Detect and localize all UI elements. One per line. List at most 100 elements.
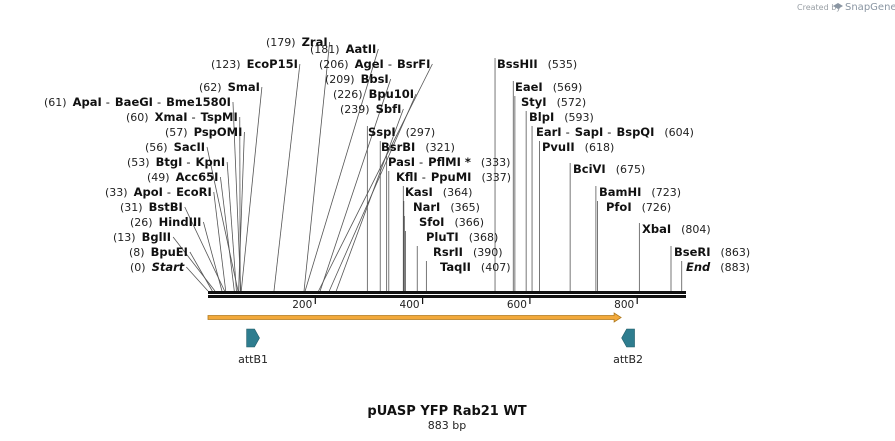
site-sspi[interactable]: SspI (297) <box>368 125 435 139</box>
enzyme-name[interactable]: Bme1580I <box>166 95 231 109</box>
site-kasi[interactable]: KasI (364) <box>405 185 472 199</box>
forward-arrow-icon[interactable] <box>246 328 260 348</box>
site-bseri[interactable]: BseRI (863) <box>674 245 750 259</box>
site-hindiii[interactable]: (26) HindIII <box>130 215 201 229</box>
enzyme-name[interactable]: SfoI <box>419 215 444 229</box>
site-btgi[interactable]: (53) BtgI - KpnI <box>127 155 225 169</box>
site-bbsi[interactable]: (209) BbsI <box>325 72 389 86</box>
enzyme-name[interactable]: AatII <box>346 42 377 56</box>
enzyme-name[interactable]: BsrBI <box>381 140 415 154</box>
site-apai[interactable]: (61) ApaI - BaeGI - Bme1580I <box>44 95 231 109</box>
enzyme-name[interactable]: BglII <box>142 230 172 244</box>
site-aatii[interactable]: (181) AatII <box>310 42 376 56</box>
enzyme-name[interactable]: PluTI <box>426 230 459 244</box>
enzyme-name[interactable]: BseRI <box>674 245 711 259</box>
enzyme-name[interactable]: PflMI * <box>428 155 471 169</box>
enzyme-name[interactable]: StyI <box>521 95 547 109</box>
enzyme-name[interactable]: KasI <box>405 185 433 199</box>
site-xbai[interactable]: XbaI (804) <box>642 222 711 236</box>
site-bsshii[interactable]: BssHII (535) <box>497 57 577 71</box>
enzyme-name[interactable]: BstBI <box>149 200 183 214</box>
site-nari[interactable]: NarI (365) <box>413 200 480 214</box>
enzyme-name[interactable]: BciVI <box>573 162 606 176</box>
enzyme-name[interactable]: Start <box>152 260 185 274</box>
site-sfoi[interactable]: SfoI (366) <box>419 215 484 229</box>
site-bstbi[interactable]: (31) BstBI <box>120 200 183 214</box>
feature-attb1[interactable]: attB1 <box>238 328 268 366</box>
site-pspomi[interactable]: (57) PspOMI <box>165 125 242 139</box>
enzyme-name[interactable]: HindIII <box>159 215 202 229</box>
enzyme-name[interactable]: EarI <box>536 125 562 139</box>
enzyme-name[interactable]: SacII <box>174 140 205 154</box>
site-apoi[interactable]: (33) ApoI - EcoRI <box>105 185 212 199</box>
site-eaei[interactable]: EaeI (569) <box>515 80 582 94</box>
enzyme-name[interactable]: ApaI <box>73 95 102 109</box>
enzyme-name[interactable]: BssHII <box>497 57 538 71</box>
site-agei[interactable]: (206) AgeI - BsrFI <box>319 57 430 71</box>
enzyme-name[interactable]: TaqII <box>440 260 471 274</box>
site-blpi[interactable]: BlpI (593) <box>529 110 594 124</box>
site-end[interactable]: End (883) <box>686 260 750 274</box>
enzyme-name[interactable]: PasI <box>388 155 415 169</box>
enzyme-name[interactable]: XbaI <box>642 222 671 236</box>
site-kfli[interactable]: KflI - PpuMI (337) <box>396 170 511 184</box>
site-bpuei[interactable]: (8) BpuEI <box>129 245 188 259</box>
site-rsrii[interactable]: RsrII (390) <box>433 245 503 259</box>
enzyme-name[interactable]: ZraI <box>302 35 328 49</box>
enzyme-name[interactable]: NarI <box>413 200 440 214</box>
enzyme-name[interactable]: PvuII <box>542 140 575 154</box>
enzyme-name[interactable]: BspQI <box>616 125 654 139</box>
enzyme-name[interactable]: KpnI <box>196 155 226 169</box>
enzyme-name[interactable]: EcoP15I <box>247 57 298 71</box>
enzyme-name[interactable]: XmaI <box>155 110 188 124</box>
enzyme-name[interactable]: BamHI <box>599 185 641 199</box>
enzyme-name[interactable]: End <box>686 260 711 274</box>
site-pasi[interactable]: PasI - PflMI * (333) <box>388 155 510 169</box>
enzyme-name[interactable]: KflI <box>396 170 418 184</box>
site-acc65i[interactable]: (49) Acc65I <box>147 170 218 184</box>
site-pluti[interactable]: PluTI (368) <box>426 230 498 244</box>
site-start[interactable]: (0) Start <box>130 260 185 274</box>
enzyme-name[interactable]: SmaI <box>228 80 260 94</box>
site-smai[interactable]: (62) SmaI <box>199 80 260 94</box>
enzyme-name[interactable]: RsrII <box>433 245 463 259</box>
enzyme-name[interactable]: Bpu10I <box>369 87 414 101</box>
enzyme-name[interactable]: SbfI <box>376 102 402 116</box>
site-styi[interactable]: StyI (572) <box>521 95 586 109</box>
enzyme-name[interactable]: EaeI <box>515 80 543 94</box>
enzyme-name[interactable]: PspOMI <box>194 125 243 139</box>
enzyme-name[interactable]: BbsI <box>361 72 389 86</box>
enzyme-name[interactable]: BsrFI <box>397 57 430 71</box>
orf-arrow[interactable] <box>207 312 622 323</box>
site-ecop15i[interactable]: (123) EcoP15I <box>211 57 298 71</box>
site-bglii[interactable]: (13) BglII <box>113 230 171 244</box>
site-xmai[interactable]: (60) XmaI - TspMI <box>126 110 238 124</box>
site-sacii[interactable]: (56) SacII <box>145 140 205 154</box>
reverse-arrow-icon[interactable] <box>621 328 635 348</box>
enzyme-name[interactable]: Acc65I <box>176 170 219 184</box>
site-sbfi[interactable]: (239) SbfI <box>340 102 401 116</box>
site-bamhi[interactable]: BamHI (723) <box>599 185 681 199</box>
site-taqii[interactable]: TaqII (407) <box>440 260 511 274</box>
site-pvuii[interactable]: PvuII (618) <box>542 140 614 154</box>
site-bcivi[interactable]: BciVI (675) <box>573 162 645 176</box>
enzyme-name[interactable]: BlpI <box>529 110 554 124</box>
enzyme-name[interactable]: BpuEI <box>151 245 188 259</box>
site-bsrbi[interactable]: BsrBI (321) <box>381 140 455 154</box>
enzyme-name[interactable]: EcoRI <box>176 185 212 199</box>
site-zrai[interactable]: (179) ZraI <box>266 35 328 49</box>
enzyme-name[interactable]: SapI <box>575 125 604 139</box>
enzyme-name[interactable]: ApoI <box>134 185 163 199</box>
site-pfoi[interactable]: PfoI (726) <box>606 200 671 214</box>
enzyme-name[interactable]: PfoI <box>606 200 632 214</box>
enzyme-name[interactable]: TspMI <box>201 110 238 124</box>
enzyme-name[interactable]: BtgI <box>156 155 183 169</box>
enzyme-name[interactable]: PpuMI <box>431 170 472 184</box>
enzyme-name[interactable]: BaeGI <box>115 95 153 109</box>
orf-bar[interactable] <box>207 312 622 323</box>
feature-attb2[interactable]: attB2 <box>613 328 643 366</box>
site-eari[interactable]: EarI - SapI - BspQI (604) <box>536 125 694 139</box>
site-bpu10i[interactable]: (226) Bpu10I <box>333 87 414 101</box>
enzyme-name[interactable]: AgeI <box>355 57 384 71</box>
enzyme-name[interactable]: SspI <box>368 125 396 139</box>
